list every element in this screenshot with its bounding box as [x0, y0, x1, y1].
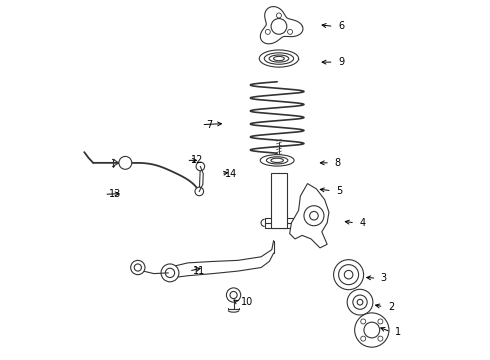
Circle shape [195, 187, 203, 196]
Ellipse shape [273, 57, 284, 61]
Text: 13: 13 [109, 189, 121, 199]
Text: 4: 4 [359, 218, 366, 228]
Text: 14: 14 [225, 168, 238, 179]
Ellipse shape [264, 53, 294, 64]
Text: 1: 1 [395, 327, 401, 337]
Text: 6: 6 [338, 21, 344, 31]
Circle shape [134, 264, 142, 271]
Circle shape [347, 289, 373, 315]
Circle shape [357, 299, 363, 305]
Circle shape [288, 30, 293, 34]
Ellipse shape [259, 50, 298, 67]
Ellipse shape [267, 157, 288, 164]
Text: 2: 2 [388, 302, 394, 312]
Text: 5: 5 [336, 186, 343, 196]
Ellipse shape [260, 155, 294, 166]
Text: 11: 11 [193, 266, 205, 276]
Circle shape [361, 319, 366, 324]
Circle shape [334, 260, 364, 290]
Circle shape [378, 319, 383, 324]
Text: 12: 12 [191, 156, 203, 165]
Text: 9: 9 [338, 57, 344, 67]
Circle shape [131, 260, 145, 275]
Circle shape [196, 162, 205, 171]
Circle shape [271, 18, 287, 34]
Circle shape [226, 288, 241, 302]
Circle shape [364, 322, 380, 338]
Circle shape [310, 211, 318, 220]
Circle shape [230, 292, 237, 298]
Text: 3: 3 [381, 273, 387, 283]
FancyBboxPatch shape [271, 173, 287, 228]
Circle shape [361, 336, 366, 341]
Circle shape [265, 30, 270, 34]
Circle shape [161, 264, 179, 282]
Polygon shape [290, 184, 329, 248]
Ellipse shape [271, 158, 283, 162]
Circle shape [339, 265, 359, 285]
Circle shape [353, 295, 367, 309]
Circle shape [165, 268, 174, 278]
Text: 8: 8 [334, 158, 341, 168]
Circle shape [276, 13, 281, 18]
Circle shape [355, 313, 389, 347]
Circle shape [119, 157, 132, 169]
Text: 7: 7 [206, 120, 212, 130]
Circle shape [344, 270, 353, 279]
Circle shape [304, 206, 324, 226]
Ellipse shape [269, 55, 289, 62]
Text: 10: 10 [242, 297, 254, 307]
Circle shape [378, 336, 383, 341]
